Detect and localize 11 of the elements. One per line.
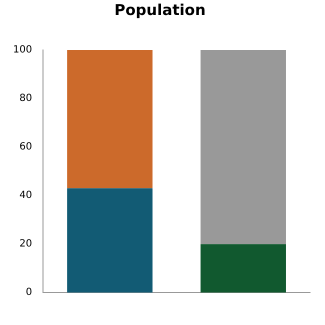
bar [67,50,153,188]
bar [200,50,286,244]
y-tick-label: 20 [19,238,32,250]
y-tick-label: 0 [26,287,32,298]
y-tick-label: 60 [19,142,32,153]
y-tick-label: 40 [19,190,32,202]
bar [67,188,153,293]
y-tick-label: 100 [12,44,32,56]
y-tick-label: 80 [19,93,32,104]
bar [200,244,286,293]
chart-title: Population [114,0,206,19]
